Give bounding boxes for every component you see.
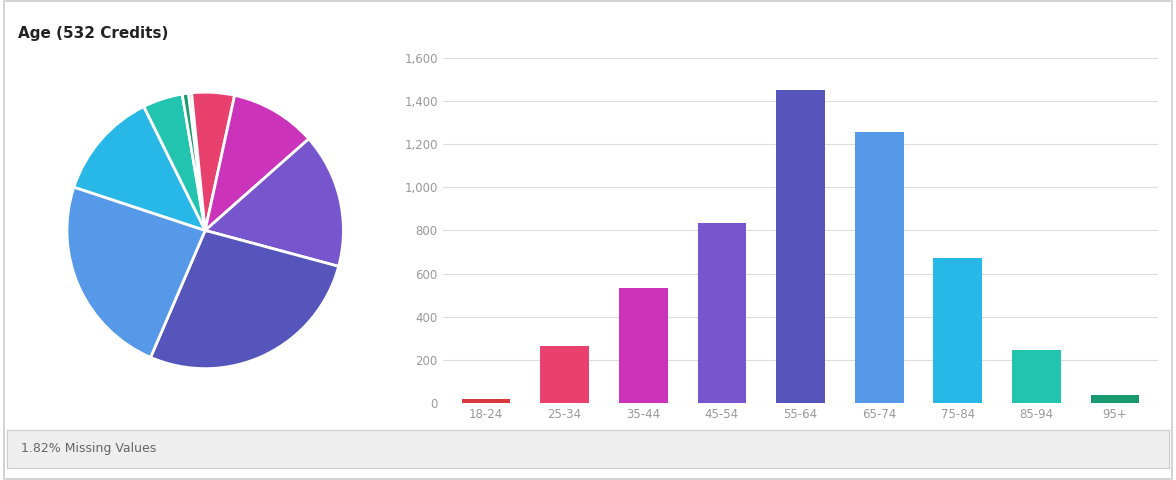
Bar <box>855 132 903 403</box>
Bar <box>619 288 668 403</box>
Wedge shape <box>192 92 235 230</box>
Wedge shape <box>182 93 205 230</box>
Wedge shape <box>205 139 343 266</box>
Bar <box>1013 349 1061 403</box>
Bar <box>934 258 982 403</box>
Text: 1.82% Missing Values: 1.82% Missing Values <box>21 442 156 456</box>
Bar <box>540 346 589 403</box>
Wedge shape <box>205 96 309 230</box>
Bar <box>776 90 824 403</box>
Wedge shape <box>151 230 339 369</box>
Wedge shape <box>143 94 205 230</box>
Wedge shape <box>74 107 205 230</box>
Wedge shape <box>188 93 205 230</box>
Bar <box>1090 395 1140 403</box>
Wedge shape <box>67 187 205 358</box>
Bar <box>461 399 510 403</box>
Bar <box>697 223 747 403</box>
Text: Age (532 Credits): Age (532 Credits) <box>18 26 168 41</box>
